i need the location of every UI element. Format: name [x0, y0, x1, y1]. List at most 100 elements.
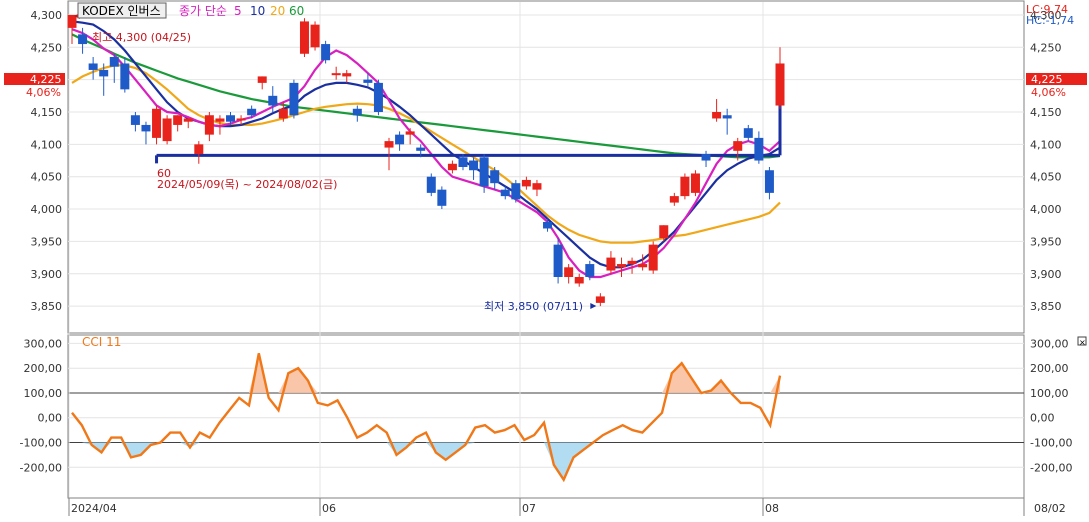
cci-tick-label-right: 200,00: [1030, 362, 1069, 375]
candle-body: [321, 44, 331, 61]
cci-series: [71, 353, 782, 483]
current-price-left: 4,225: [30, 73, 62, 86]
candle-body: [78, 34, 88, 45]
candle-body: [141, 124, 151, 132]
candle-body: [226, 115, 236, 122]
candle-body: [395, 134, 405, 145]
candle-body: [120, 63, 130, 90]
candle-body: [543, 222, 553, 229]
candle-body: [152, 108, 162, 138]
y-tick-label-left: 4,100: [31, 138, 63, 151]
candle-body: [426, 176, 436, 193]
current-price-tag-left: [4, 73, 65, 85]
y-tick-label-left: 3,900: [31, 268, 63, 281]
axis-labels: 4,3004,3004,2504,2504,2004,2004,1504,150…: [20, 9, 1072, 516]
cci-line: [71, 353, 782, 483]
candle-body: [363, 79, 373, 83]
candle-body: [511, 183, 521, 200]
y-tick-label-right: 4,000: [1030, 203, 1062, 216]
candle-body: [183, 118, 193, 122]
y-tick-label-right: 3,850: [1030, 300, 1062, 313]
candle-body: [99, 69, 109, 77]
y-tick-label-left: 4,250: [31, 41, 63, 54]
legend-box: [77, 2, 167, 19]
ma60-legend[interactable]: 60: [289, 4, 304, 18]
candle-body: [458, 157, 468, 167]
candle-body: [469, 160, 479, 171]
candle-body: [162, 118, 172, 142]
y-tick-label-right: 3,950: [1030, 235, 1062, 248]
candle-body: [416, 147, 426, 151]
candle-body: [352, 108, 362, 116]
candle-body: [532, 183, 542, 190]
candle-body: [299, 21, 309, 54]
candle-body: [88, 63, 98, 70]
candle-body: [595, 296, 605, 303]
y-tick-label-right: 4,050: [1030, 171, 1062, 184]
ma5-line: [71, 28, 781, 279]
cci-tick-label-right: -200,00: [1030, 461, 1072, 474]
candle-body: [194, 144, 204, 155]
candle-body: [384, 141, 394, 148]
candle-body: [479, 157, 489, 187]
candle-body: [638, 264, 648, 268]
candle-body: [722, 115, 732, 119]
cci-tick-label-left: 100,00: [24, 387, 63, 400]
lc-readout: LC:9,74: [1026, 3, 1068, 16]
y-tick-label-left: 3,850: [31, 300, 63, 313]
ma10-legend[interactable]: 10: [250, 4, 265, 18]
candle-body: [247, 108, 257, 116]
candle-body: [701, 154, 711, 161]
candle-body: [680, 176, 690, 197]
x-tick-label: 08/02: [1034, 502, 1066, 515]
candle-body: [648, 244, 658, 271]
current-price-tag-right: [1026, 73, 1087, 85]
candle-body: [606, 257, 616, 271]
candle-body: [690, 173, 700, 193]
stock-name[interactable]: KODEX 인버스: [82, 4, 161, 18]
candle-body: [627, 260, 637, 265]
hc-readout: HC:-1,74: [1026, 14, 1074, 27]
high-annotation: 최고 4,300 (04/25): [92, 31, 191, 44]
candle-body: [490, 170, 500, 184]
current-price-right: 4,225: [1031, 73, 1063, 86]
cci-oversold-fill: [72, 442, 780, 480]
candle-body: [405, 131, 415, 135]
cci-tick-label-left: 0,00: [38, 412, 63, 425]
change-pct-left: 4,06%: [26, 86, 61, 99]
candle-body: [669, 196, 679, 203]
ma20-legend[interactable]: 20: [270, 4, 285, 18]
candle-body: [521, 179, 531, 187]
candle-body: [743, 128, 753, 138]
candle-body: [204, 115, 214, 135]
x-tick-label: 07: [522, 502, 536, 515]
x-tick-label: 08: [765, 502, 779, 515]
y-tick-label-left: 4,300: [31, 9, 63, 22]
cci-tick-label-right: 300,00: [1030, 337, 1069, 350]
x-tick-label: 06: [322, 502, 336, 515]
box-period-label: 60: [157, 167, 171, 180]
y-tick-label-left: 4,000: [31, 203, 63, 216]
candle-body: [574, 277, 584, 284]
candle-body: [564, 267, 574, 277]
low-annotation: 최저 3,850 (07/11): [484, 300, 583, 313]
cci-tick-label-left: -200,00: [20, 461, 62, 474]
candle-body: [331, 73, 341, 76]
y-tick-label-right: 4,100: [1030, 138, 1062, 151]
ma5-legend[interactable]: 5: [234, 4, 242, 18]
candle-body: [437, 189, 447, 206]
cci-panel-frame: [67, 334, 1025, 499]
moving-average-lines: [71, 20, 782, 279]
candle-body: [754, 137, 764, 161]
candle-body: [733, 141, 743, 151]
cci-tick-label-right: 100,00: [1030, 387, 1069, 400]
candle-body: [553, 244, 563, 277]
cci-close-button[interactable]: [1077, 336, 1087, 346]
candle-body: [173, 115, 183, 125]
close-icon: ×: [1079, 338, 1086, 347]
cci-legend[interactable]: CCI 11: [82, 335, 121, 349]
y-tick-label-right: 3,900: [1030, 268, 1062, 281]
candle-body: [447, 163, 457, 171]
